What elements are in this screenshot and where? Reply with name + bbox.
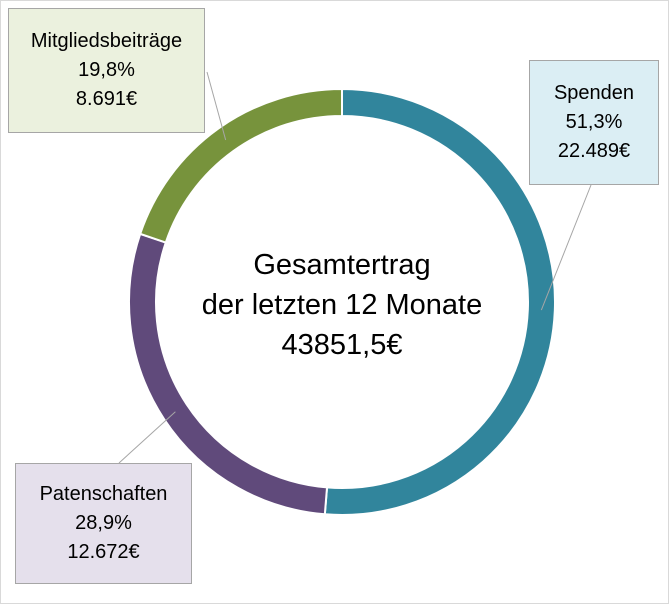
data-label-spenden: Spenden 51,3% 22.489€ — [529, 60, 659, 185]
leader-line-patenschaften — [118, 411, 176, 464]
leader-line-mitgliedsbeitraege — [206, 71, 227, 141]
data-label-amount: 12.672€ — [67, 541, 140, 563]
data-label-mitgliedsbeitraege: Mitgliedsbeiträge 19,8% 8.691€ — [8, 8, 205, 133]
center-label-line-2: der letzten 12 Monate — [202, 289, 483, 321]
data-label-percent: 28,9% — [75, 512, 132, 534]
data-label-percent: 19,8% — [78, 59, 135, 81]
center-label-line-1: Gesamtertrag — [253, 249, 430, 281]
center-total-value: 43851,5€ — [282, 329, 403, 361]
data-label-category: Spenden — [553, 82, 635, 104]
data-label-category: Mitgliedsbeiträge — [30, 30, 183, 52]
data-label-patenschaften: Patenschaften 28,9% 12.672€ — [15, 463, 192, 584]
donut-slice-mitgliedsbeitraege — [138, 87, 343, 244]
data-label-percent: 51,3% — [565, 111, 623, 133]
data-label-category: Patenschaften — [39, 483, 168, 505]
data-label-amount: 22.489€ — [557, 140, 631, 162]
data-label-amount: 8.691€ — [75, 88, 138, 110]
leader-line-spenden — [540, 184, 592, 311]
